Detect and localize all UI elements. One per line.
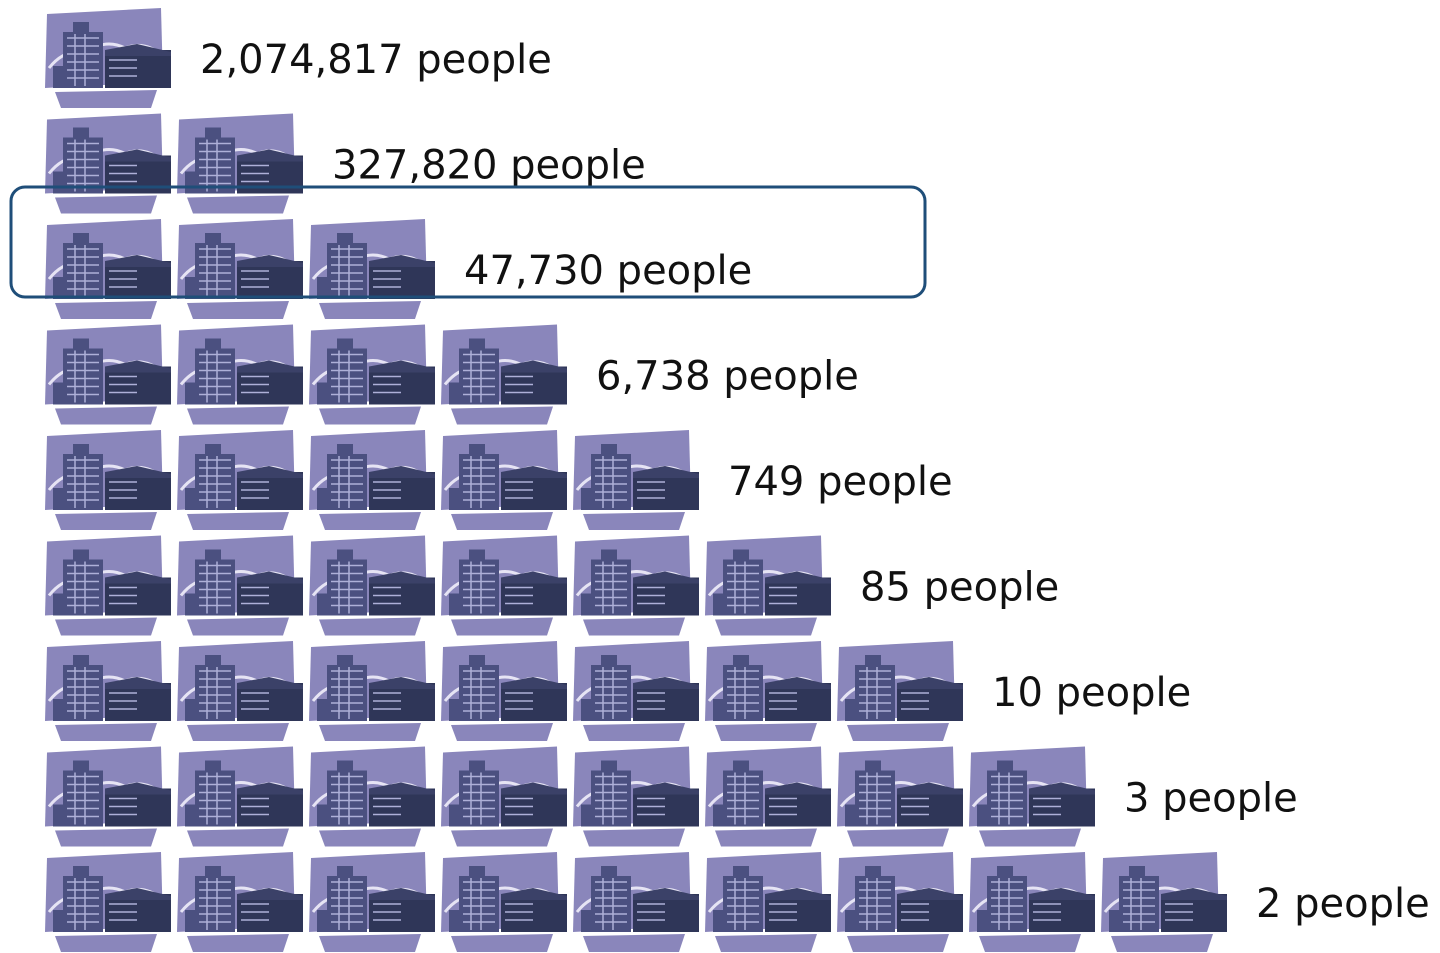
- building-icon: [45, 430, 173, 530]
- building-icon: [705, 746, 833, 847]
- building-icon: [177, 219, 305, 319]
- building-icon: [573, 535, 701, 636]
- building-icon: [309, 852, 437, 952]
- building-icon: [309, 219, 437, 319]
- building-icon: [837, 746, 965, 847]
- row-label: 749 people: [728, 459, 953, 505]
- building-icon: [309, 324, 437, 425]
- building-icon: [441, 430, 569, 530]
- building-icon: [309, 641, 437, 741]
- building-icon: [45, 8, 173, 108]
- building-icon: [705, 852, 833, 952]
- row-label: 2,074,817 people: [200, 37, 552, 83]
- row-label: 10 people: [992, 670, 1191, 716]
- building-icon: [969, 746, 1097, 847]
- building-icon: [969, 852, 1097, 952]
- building-icon: [45, 113, 173, 214]
- building-icon: [705, 641, 833, 741]
- building-icon: [177, 113, 305, 214]
- building-icon: [45, 852, 173, 952]
- building-icon: [309, 535, 437, 636]
- building-icon: [573, 852, 701, 952]
- row-label: 3 people: [1124, 776, 1298, 822]
- building-icon: [705, 535, 833, 636]
- building-icon: [837, 641, 965, 741]
- building-icon: [441, 852, 569, 952]
- highlight-box: [9, 185, 927, 299]
- building-icon: [177, 641, 305, 741]
- building-icon: [45, 535, 173, 636]
- building-icon: [441, 746, 569, 847]
- building-icon: [45, 324, 173, 425]
- row-label: 85 people: [860, 565, 1059, 611]
- row-label: 2 people: [1256, 881, 1430, 927]
- building-icon: [309, 746, 437, 847]
- building-icon: [45, 746, 173, 847]
- building-icon: [441, 324, 569, 425]
- building-icon: [573, 641, 701, 741]
- building-icon: [573, 746, 701, 847]
- row-label: 327,820 people: [332, 143, 646, 189]
- building-icon: [177, 746, 305, 847]
- building-icon: [1101, 852, 1229, 952]
- building-icon: [441, 641, 569, 741]
- building-icon: [177, 535, 305, 636]
- building-icon: [837, 852, 965, 952]
- building-icon: [45, 219, 173, 319]
- building-icon: [573, 430, 701, 530]
- building-icon: [309, 430, 437, 530]
- row-label: 6,738 people: [596, 354, 859, 400]
- building-icon: [45, 641, 173, 741]
- building-icon: [441, 535, 569, 636]
- row-label: 47,730 people: [464, 248, 752, 294]
- building-icon: [177, 852, 305, 952]
- building-icon: [177, 324, 305, 425]
- building-icon: [177, 430, 305, 530]
